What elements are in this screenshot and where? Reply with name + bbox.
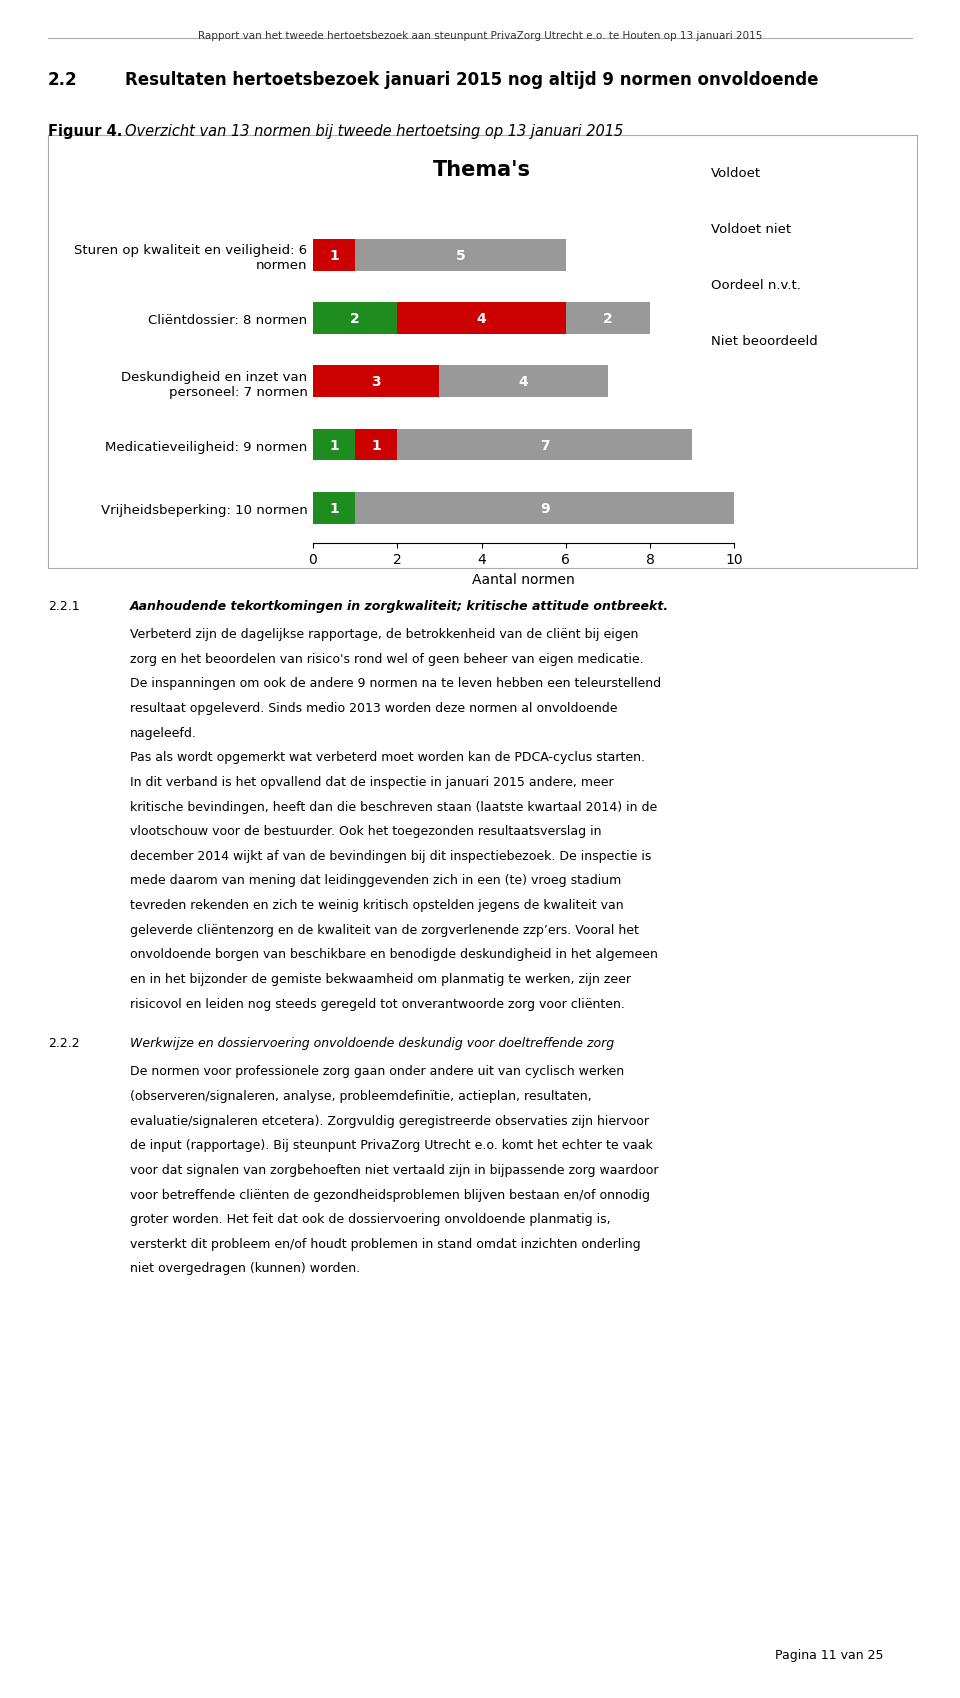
Text: De normen voor professionele zorg gaan onder andere uit van cyclisch werken: De normen voor professionele zorg gaan o… — [130, 1065, 624, 1078]
Text: De inspanningen om ook de andere 9 normen na te leven hebben een teleurstellend: De inspanningen om ook de andere 9 norme… — [130, 678, 660, 689]
Text: december 2014 wijkt af van de bevindingen bij dit inspectiebezoek. De inspectie : december 2014 wijkt af van de bevindinge… — [130, 849, 651, 863]
Text: tevreden rekenden en zich te weinig kritisch opstelden jegens de kwaliteit van: tevreden rekenden en zich te weinig krit… — [130, 898, 623, 912]
Text: In dit verband is het opvallend dat de inspectie in januari 2015 andere, meer: In dit verband is het opvallend dat de i… — [130, 776, 613, 788]
Text: Pagina 11 van 25: Pagina 11 van 25 — [775, 1647, 883, 1661]
Text: zorg en het beoordelen van risico's rond wel of geen beheer van eigen medicatie.: zorg en het beoordelen van risico's rond… — [130, 652, 643, 666]
Text: Voldoet: Voldoet — [710, 166, 760, 180]
Text: 4: 4 — [518, 375, 529, 389]
Text: en in het bijzonder de gemiste bekwaamheid om planmatig te werken, zijn zeer: en in het bijzonder de gemiste bekwaamhe… — [130, 973, 631, 985]
Text: resultaat opgeleverd. Sinds medio 2013 worden deze normen al onvoldoende: resultaat opgeleverd. Sinds medio 2013 w… — [130, 701, 617, 715]
Text: Rapport van het tweede hertoetsbezoek aan steunpunt PrivaZorg Utrecht e.o. te Ho: Rapport van het tweede hertoetsbezoek aa… — [198, 31, 762, 41]
Text: geleverde cliëntenzorg en de kwaliteit van de zorgverlenende zzp’ers. Vooral het: geleverde cliëntenzorg en de kwaliteit v… — [130, 924, 638, 936]
Text: Werkwijze en dossiervoering onvoldoende deskundig voor doeltreffende zorg: Werkwijze en dossiervoering onvoldoende … — [130, 1036, 613, 1049]
Text: 2: 2 — [350, 312, 360, 326]
Text: 3: 3 — [372, 375, 381, 389]
Text: voor dat signalen van zorgbehoeften niet vertaald zijn in bijpassende zorg waard: voor dat signalen van zorgbehoeften niet… — [130, 1163, 659, 1177]
Text: Oordeel n.v.t.: Oordeel n.v.t. — [710, 278, 801, 292]
Bar — [313, 492, 355, 525]
Text: versterkt dit probleem en/of houdt problemen in stand omdat inzichten onderling: versterkt dit probleem en/of houdt probl… — [130, 1238, 640, 1250]
Bar — [355, 492, 734, 525]
Text: Voldoet niet: Voldoet niet — [710, 222, 791, 236]
Bar — [355, 239, 565, 272]
Text: groter worden. Het feit dat ook de dossiervoering onvoldoende planmatig is,: groter worden. Het feit dat ook de dossi… — [130, 1212, 611, 1226]
Text: 1: 1 — [329, 438, 339, 452]
Text: evaluatie/signaleren etcetera). Zorgvuldig geregistreerde observaties zijn hierv: evaluatie/signaleren etcetera). Zorgvuld… — [130, 1114, 649, 1127]
Bar — [313, 367, 440, 397]
Text: Verbeterd zijn de dagelijkse rapportage, de betrokkenheid van de cliënt bij eige: Verbeterd zijn de dagelijkse rapportage,… — [130, 628, 638, 640]
Text: 4: 4 — [477, 312, 487, 326]
Text: Aanhoudende tekortkomingen in zorgkwaliteit; kritische attitude ontbreekt.: Aanhoudende tekortkomingen in zorgkwalit… — [130, 599, 669, 613]
Text: Niet beoordeeld: Niet beoordeeld — [710, 335, 817, 348]
Text: onvoldoende borgen van beschikbare en benodigde deskundigheid in het algemeen: onvoldoende borgen van beschikbare en be… — [130, 947, 658, 961]
Bar — [313, 239, 355, 272]
Text: 2: 2 — [603, 312, 612, 326]
Text: Resultaten hertoetsbezoek januari 2015 nog altijd 9 normen onvoldoende: Resultaten hertoetsbezoek januari 2015 n… — [125, 71, 818, 90]
X-axis label: Aantal normen: Aantal normen — [472, 572, 575, 586]
Text: 2.2.1: 2.2.1 — [48, 599, 80, 613]
Text: vlootschouw voor de bestuurder. Ook het toegezonden resultaatsverslag in: vlootschouw voor de bestuurder. Ook het … — [130, 825, 601, 837]
Bar — [355, 430, 397, 462]
Text: voor betreffende cliënten de gezondheidsproblemen blijven bestaan en/of onnodig: voor betreffende cliënten de gezondheids… — [130, 1189, 650, 1200]
Text: 2.2.2: 2.2.2 — [48, 1036, 80, 1049]
Text: (observeren/signaleren, analyse, probleemdefinïtie, actieplan, resultaten,: (observeren/signaleren, analyse, problee… — [130, 1090, 591, 1102]
Bar — [440, 367, 608, 397]
Text: nageleefd.: nageleefd. — [130, 727, 197, 739]
Text: 2.2: 2.2 — [48, 71, 78, 90]
Text: 9: 9 — [540, 501, 549, 516]
Text: risicovol en leiden nog steeds geregeld tot onverantwoorde zorg voor cliënten.: risicovol en leiden nog steeds geregeld … — [130, 997, 624, 1010]
Text: Overzicht van 13 normen bij tweede hertoetsing op 13 januari 2015: Overzicht van 13 normen bij tweede herto… — [125, 124, 623, 139]
Text: kritische bevindingen, heeft dan die beschreven staan (laatste kwartaal 2014) in: kritische bevindingen, heeft dan die bes… — [130, 800, 657, 813]
Bar — [565, 302, 650, 335]
Text: 1: 1 — [329, 501, 339, 516]
Text: 7: 7 — [540, 438, 549, 452]
Text: mede daarom van mening dat leidinggevenden zich in een (te) vroeg stadium: mede daarom van mening dat leidinggevend… — [130, 874, 621, 886]
Bar — [313, 430, 355, 462]
Bar — [397, 302, 565, 335]
Text: 5: 5 — [456, 248, 466, 263]
Text: niet overgedragen (kunnen) worden.: niet overgedragen (kunnen) worden. — [130, 1262, 360, 1275]
Text: Pas als wordt opgemerkt wat verbeterd moet worden kan de PDCA-cyclus starten.: Pas als wordt opgemerkt wat verbeterd mo… — [130, 751, 644, 764]
Text: Figuur 4.: Figuur 4. — [48, 124, 122, 139]
Text: 1: 1 — [372, 438, 381, 452]
Bar — [397, 430, 692, 462]
Text: de input (rapportage). Bij steunpunt PrivaZorg Utrecht e.o. komt het echter te v: de input (rapportage). Bij steunpunt Pri… — [130, 1139, 653, 1151]
Bar — [313, 302, 397, 335]
Text: Thema's: Thema's — [433, 160, 531, 180]
Text: 1: 1 — [329, 248, 339, 263]
